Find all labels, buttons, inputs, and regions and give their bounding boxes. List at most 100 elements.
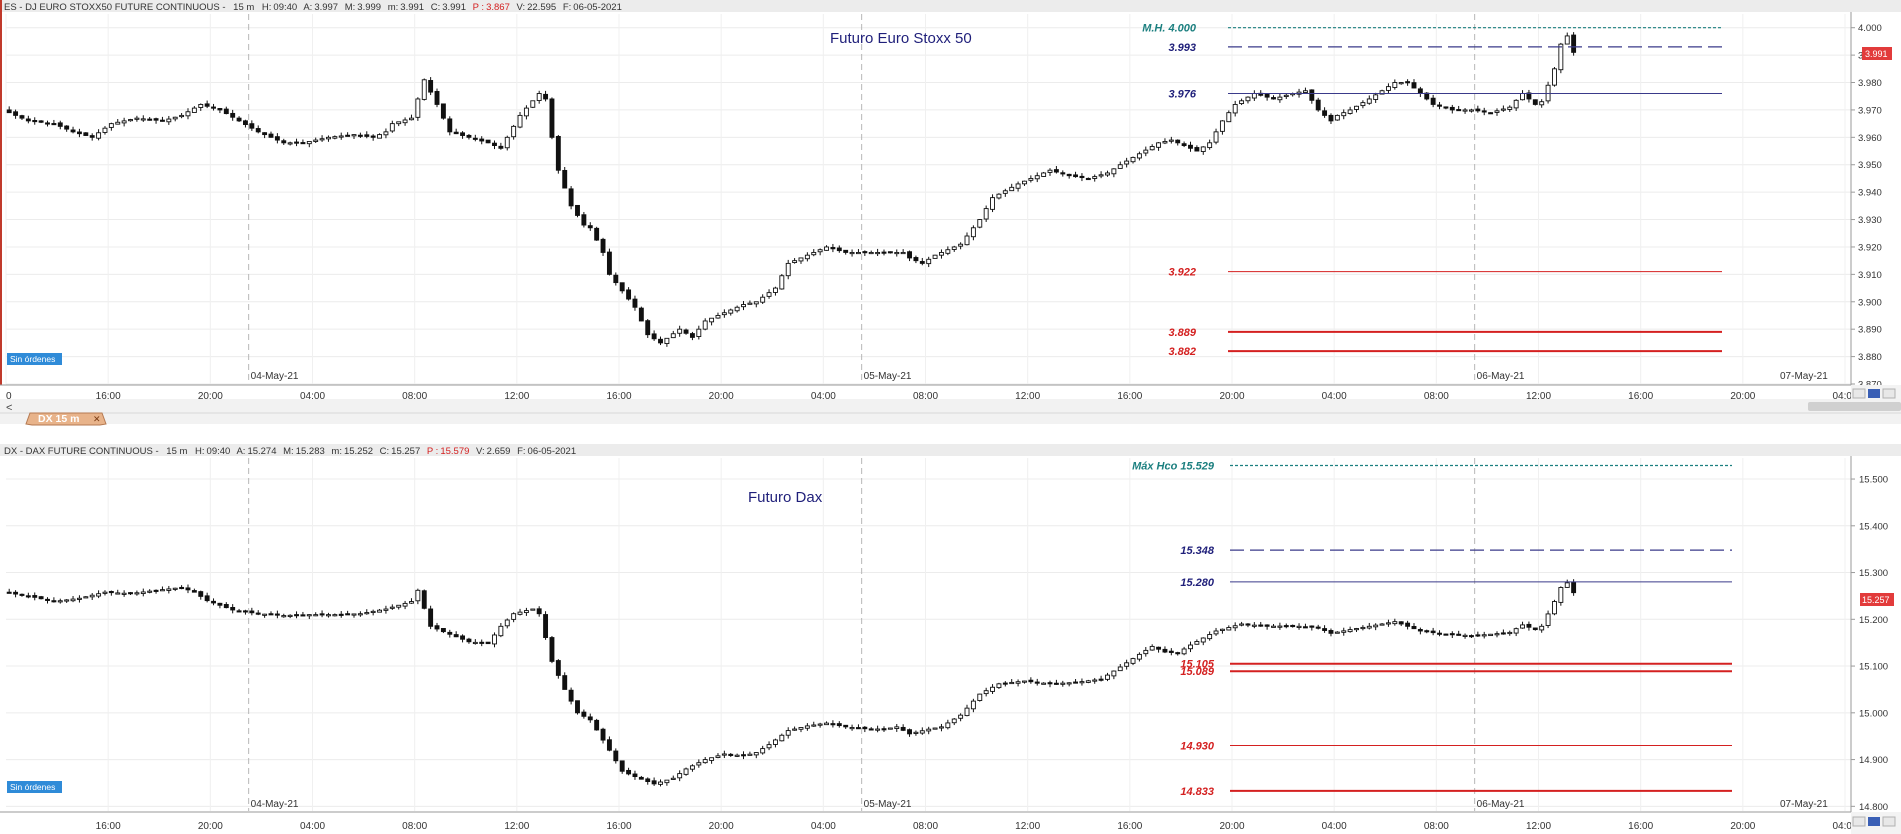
scroll-left-button[interactable]: < <box>6 402 12 414</box>
top-candle-body <box>332 136 338 139</box>
top-candle-body <box>932 254 938 259</box>
top-candle-body <box>626 289 632 300</box>
top-candle-body <box>1149 146 1155 151</box>
top-candle-body <box>217 108 223 111</box>
bottom-candle-body <box>1041 682 1047 685</box>
top-candle-body <box>453 131 459 135</box>
bottom-candle-body <box>555 660 561 676</box>
top-candle-body <box>964 235 970 246</box>
bottom-candle-body <box>108 590 114 594</box>
top-date-label: 06-May-21 <box>1477 371 1525 382</box>
bottom-candle-body <box>332 614 338 617</box>
bottom-candle-body <box>460 635 466 640</box>
bottom-candle-body <box>230 607 236 611</box>
top-sin-ordenes-badge[interactable] <box>7 353 62 365</box>
bottom-candle-body <box>779 734 785 742</box>
bottom-candle-body <box>849 727 855 730</box>
bottom-zoom-button[interactable] <box>1852 816 1866 827</box>
top-candle-body <box>204 103 210 107</box>
bottom-candle-body <box>575 700 580 714</box>
bottom-candle-body <box>1175 652 1181 655</box>
top-candle-body <box>466 134 472 138</box>
top-candle-body <box>1564 35 1570 45</box>
top-candle-body <box>517 114 523 128</box>
top-y-tick-label: 3.930 <box>1858 215 1882 226</box>
bottom-candle-body <box>415 589 421 602</box>
top-level-label: M.H. 4.000 <box>1142 23 1197 35</box>
top-candle-body <box>1245 96 1251 102</box>
bottom-candle-body <box>536 608 542 615</box>
bottom-candle-body <box>836 723 842 727</box>
top-candle-body <box>6 109 12 114</box>
top-candle-body <box>1079 175 1085 179</box>
top-candle-body <box>274 136 280 141</box>
scroll-strip: < DX 15 m ✕ <box>0 399 1901 426</box>
top-candle-body <box>447 118 453 133</box>
top-candle-body <box>1456 109 1462 112</box>
bottom-candle-body <box>1207 634 1213 640</box>
bottom-x-tick-label: 04:00 <box>1322 821 1347 832</box>
top-candle-body <box>140 118 146 121</box>
bottom-y-tick-label: 15.000 <box>1859 708 1888 719</box>
top-candle-body <box>1539 101 1545 106</box>
bottom-x-tick-label: 20:00 <box>198 821 223 832</box>
top-candle-body <box>428 80 434 93</box>
bottom-candle-body <box>1251 624 1257 627</box>
bottom-candle-body <box>326 614 331 617</box>
top-candle-body <box>1405 81 1411 84</box>
top-candle-body <box>32 120 38 123</box>
bottom-x-axis-background <box>0 812 1901 834</box>
top-y-tick-label: 3.960 <box>1858 133 1882 144</box>
bottom-candle-body <box>1015 681 1021 684</box>
bottom-candle-body <box>223 604 229 609</box>
bottom-candle-body <box>1060 682 1066 685</box>
bottom-candle-body <box>907 729 912 735</box>
bottom-candle-body <box>709 757 715 761</box>
top-candle-body <box>319 138 325 141</box>
top-candle-body <box>734 306 740 312</box>
bottom-candle-body <box>1290 624 1296 628</box>
bottom-candle-body <box>875 728 881 731</box>
top-candle-body <box>1449 106 1455 111</box>
bottom-candle-body <box>274 613 280 616</box>
bottom-sin-ordenes-badge[interactable] <box>7 781 62 793</box>
top-candle-body <box>913 257 919 262</box>
top-candle-body <box>198 103 204 108</box>
top-candle-body <box>728 309 734 314</box>
top-zoom-button[interactable] <box>1852 388 1866 399</box>
bottom-candle-body <box>964 707 970 717</box>
bottom-candle-body <box>262 613 268 616</box>
top-candle-body <box>262 132 268 136</box>
bottom-candle-body <box>747 753 753 756</box>
bottom-candle-body <box>211 600 216 604</box>
bottom-candle-body <box>1309 625 1315 628</box>
bottom-options-button[interactable] <box>1882 816 1896 827</box>
top-candle-body <box>1494 110 1500 113</box>
bottom-y-tick-label: 15.400 <box>1859 521 1888 532</box>
top-x-axis: 0 16:00 20:00 04:00 08:00 12:00 16:00 20:00 04:0… <box>6 371 1858 402</box>
top-options-button[interactable] <box>1882 388 1896 399</box>
bottom-save-button[interactable] <box>1868 817 1880 826</box>
bottom-candle-body <box>70 598 76 602</box>
top-candle-body <box>753 301 759 305</box>
top-candle-body <box>185 111 191 117</box>
bottom-candle-body <box>255 612 261 615</box>
bottom-candle-body <box>1239 623 1245 626</box>
top-candle-body <box>434 91 440 105</box>
bottom-y-tick-label: 14.900 <box>1859 755 1888 766</box>
tab-close-icon[interactable]: ✕ <box>93 415 101 425</box>
top-candle-body <box>1136 153 1142 159</box>
bottom-candle-body <box>1124 662 1130 667</box>
bottom-candle-body <box>1226 627 1232 631</box>
top-candle-body <box>983 208 989 220</box>
bottom-candle-body <box>1156 646 1162 650</box>
tab-dx-15m[interactable] <box>25 412 107 426</box>
horizontal-scrollbar-thumb[interactable] <box>1808 402 1901 411</box>
top-candle-body <box>1520 93 1525 101</box>
bottom-candle-body <box>453 634 459 638</box>
bottom-candle-body <box>32 595 38 598</box>
bottom-candle-body <box>479 641 485 644</box>
top-save-button[interactable] <box>1868 389 1880 398</box>
bottom-candle-body <box>1283 625 1289 628</box>
top-candle-body <box>836 247 842 252</box>
